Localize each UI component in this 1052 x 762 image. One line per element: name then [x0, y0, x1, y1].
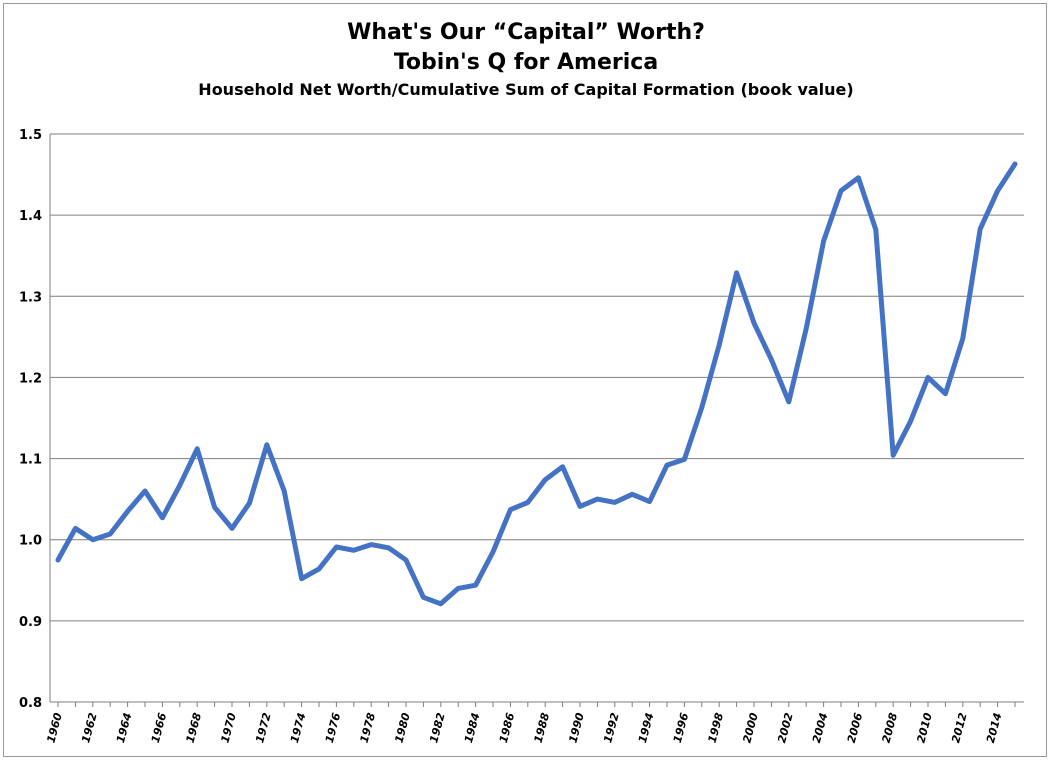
- y-tick-label: 1.5: [19, 128, 42, 143]
- x-tick-label: 2004: [810, 711, 830, 744]
- x-tick-label: 1976: [323, 711, 344, 744]
- x-tick-label: 1990: [566, 711, 587, 744]
- gridlines: [50, 133, 1024, 703]
- x-tick-label: 1972: [253, 711, 274, 744]
- x-tick-label: 1974: [288, 711, 308, 744]
- x-tick-label: 1962: [79, 711, 100, 744]
- x-tick-label: 1980: [392, 711, 413, 744]
- x-tick-label: 1982: [427, 711, 448, 744]
- chart-subtitle: Tobin's Q for America: [393, 50, 659, 75]
- x-tick-label: 1968: [184, 711, 205, 744]
- y-tick-label: 1.0: [19, 534, 42, 549]
- y-tick-label: 0.9: [19, 615, 42, 630]
- y-tick-label: 1.2: [19, 371, 42, 386]
- x-tick-label: 1988: [532, 711, 553, 744]
- x-tick-label: 2000: [740, 711, 761, 744]
- x-tick-label: 1978: [358, 711, 379, 744]
- x-tick-label: 1992: [601, 711, 622, 744]
- chart-frame: [3, 3, 1047, 757]
- x-tick-label: 1998: [706, 711, 727, 744]
- x-tick-label: 1994: [636, 711, 656, 744]
- y-tick-label: 1.1: [19, 453, 42, 468]
- chart-subtitle-2: Household Net Worth/Cumulative Sum of Ca…: [198, 80, 854, 99]
- title-block: What's Our “Capital” Worth? Tobin's Q fo…: [0, 18, 1052, 102]
- x-tick-label: 1970: [218, 711, 239, 744]
- x-tick-label: 2006: [845, 711, 866, 744]
- y-tick-label: 0.8: [19, 696, 42, 711]
- x-tick-label: 1996: [671, 711, 692, 744]
- y-tick-label: 1.4: [19, 209, 42, 224]
- y-tick-label: 1.3: [19, 290, 42, 305]
- chart-title: What's Our “Capital” Worth?: [347, 20, 705, 45]
- x-tick-label: 2014: [984, 711, 1004, 744]
- x-tick-label: 1984: [462, 711, 482, 744]
- x-tick-label: 2008: [880, 711, 901, 744]
- x-tick-label: 1964: [114, 711, 134, 744]
- series-line: [55, 161, 1018, 607]
- x-tick-label: 1986: [497, 711, 518, 744]
- x-tick-label: 2012: [949, 711, 970, 744]
- y-axis-ticks: 0.8 0.9 1.0 1.1 1.2 1.3 1.4 1.5: [19, 128, 42, 711]
- x-tick-label: 2002: [775, 711, 796, 744]
- x-tick-label: 1960: [44, 711, 65, 744]
- x-axis-ticks: 1960 1962 1964 1966 1968 1970 1972 1974 1976 1978…: [44, 702, 1016, 744]
- x-tick-label: 2010: [914, 711, 935, 744]
- x-tick-label: 1966: [149, 711, 170, 744]
